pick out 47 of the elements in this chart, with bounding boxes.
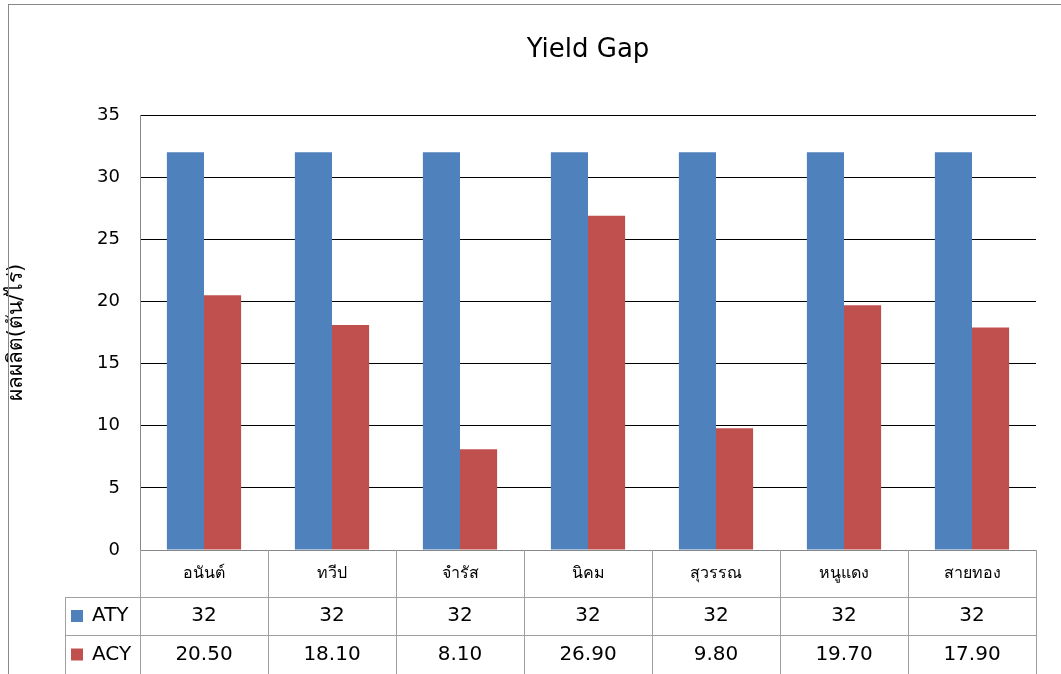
x-tick-label: หนูแดง (819, 562, 869, 583)
bar (166, 152, 204, 550)
bar (422, 152, 460, 550)
data-label: 32 (703, 602, 729, 627)
y-tick-label: 20 (97, 289, 120, 311)
y-tick-label: 30 (97, 164, 120, 186)
x-tick-label: อนันต์ (183, 562, 225, 582)
legend-label: ATY (92, 602, 130, 627)
y-axis-title: ผลผลิต(ตัน/ไร่) (3, 263, 28, 402)
bar (204, 295, 242, 550)
bar (332, 325, 370, 550)
bar (294, 152, 332, 550)
data-label: 9.80 (693, 640, 739, 665)
chart-title: Yield Gap (525, 32, 650, 63)
x-tick-label: สุวรรณ (690, 562, 742, 583)
bar (844, 305, 882, 550)
x-tick-label: ทวีป (317, 562, 347, 582)
data-label: 32 (831, 602, 857, 627)
x-tick-label: สายทอง (943, 562, 1001, 582)
bar (550, 152, 588, 550)
bar (678, 152, 716, 550)
data-label: 17.90 (943, 640, 1001, 665)
x-tick-label: จำรัส (441, 562, 479, 582)
data-label: 32 (319, 602, 345, 627)
data-label: 32 (447, 602, 473, 627)
bar (806, 152, 844, 550)
data-label: 8.10 (437, 640, 483, 665)
data-label: 19.70 (815, 640, 873, 665)
bar (934, 152, 972, 550)
bar (716, 428, 754, 550)
x-tick-label: นิคม (571, 562, 605, 582)
y-tick-label: 5 (108, 475, 120, 497)
legend-label: ACY (92, 640, 132, 665)
bar (460, 449, 498, 550)
y-tick-label: 10 (97, 413, 120, 435)
bar (972, 327, 1010, 550)
data-label: 20.50 (175, 640, 233, 665)
data-label: 18.10 (303, 640, 361, 665)
data-label: 26.90 (559, 640, 617, 665)
y-tick-label: 35 (97, 102, 120, 124)
y-tick-label: 0 (108, 537, 120, 559)
y-tick-label: 15 (97, 351, 120, 373)
data-label: 32 (191, 602, 217, 627)
y-tick-label: 25 (97, 226, 120, 248)
bar (588, 215, 626, 550)
data-label: 32 (959, 602, 985, 627)
data-label: 32 (575, 602, 601, 627)
